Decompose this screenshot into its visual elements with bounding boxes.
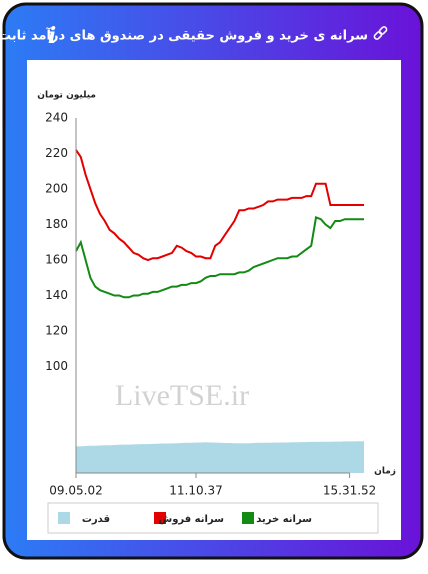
x-tick-label: 11.10.37 <box>169 484 222 498</box>
info-icon[interactable]: i <box>48 23 56 49</box>
y-tick-label: 240 <box>45 111 68 125</box>
legend-label: سرانه فروش <box>158 514 224 525</box>
y-tick-label: 220 <box>45 146 68 160</box>
y-tick-label: 100 <box>45 359 68 373</box>
area <box>76 441 364 473</box>
svg-text:i: i <box>48 23 56 49</box>
legend-label: سرانه خرید <box>256 514 312 525</box>
legend-label: قدرت <box>82 514 110 525</box>
x-tick-label: 09.05.02 <box>49 484 102 498</box>
legend-swatch <box>58 512 70 524</box>
legend <box>47 502 379 534</box>
y-tick-label: 180 <box>45 217 68 231</box>
legend-swatch <box>154 512 166 524</box>
y-axis-label: میلیون تومان <box>37 91 96 101</box>
y-tick-label: 140 <box>45 288 68 302</box>
plot: میلیون تومان زمان LiveTSE.ir 100 120 140 160 18… <box>37 91 396 498</box>
x-axis-label: زمان <box>374 467 396 477</box>
line <box>75 216 364 299</box>
x-tick-label: 15.31.52 <box>323 484 376 498</box>
line <box>75 149 364 262</box>
watermark: LiveTSE.ir <box>115 379 249 412</box>
legend-swatch <box>242 512 254 524</box>
link-icon[interactable] <box>373 26 388 40</box>
y-tick-label: 120 <box>45 324 68 338</box>
y-tick-label: 200 <box>45 182 68 196</box>
y-tick-label: 160 <box>45 253 68 267</box>
card-title: سرانه ی خرید و فروش حقیقی در صندوق های د… <box>0 27 368 44</box>
